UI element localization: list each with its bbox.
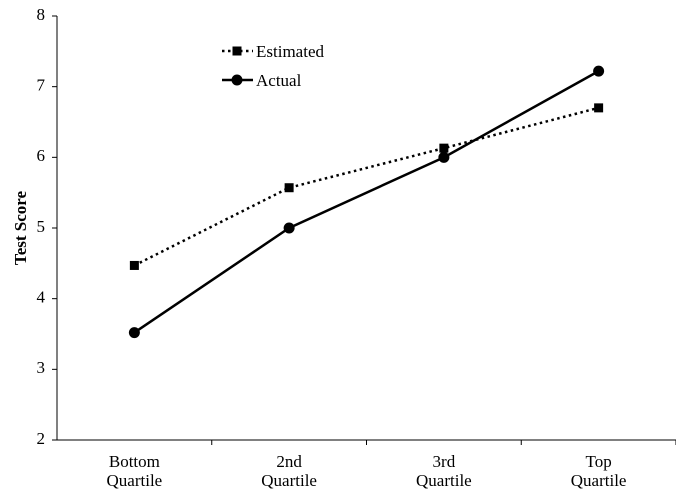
legend-actual-marker bbox=[231, 74, 243, 86]
x-axis-ticks: Bottom Quartile 2nd Quartile 3rd Quartile Top Q… bbox=[107, 440, 676, 490]
y-axis-ticks: 2 3 4 5 6 7 8 bbox=[37, 5, 57, 448]
series-layer bbox=[128, 65, 605, 339]
y-tick-label: 7 bbox=[37, 76, 46, 95]
y-tick-label: 6 bbox=[37, 146, 46, 165]
y-tick-label: 3 bbox=[37, 358, 46, 377]
x-category-label: 3rd Quartile bbox=[416, 452, 472, 490]
x-category-label: Bottom Quartile bbox=[107, 452, 163, 490]
data-point-estimated bbox=[439, 143, 449, 153]
data-point-estimated bbox=[284, 183, 294, 193]
legend-estimated-label: Estimated bbox=[256, 42, 324, 61]
data-point-actual bbox=[438, 151, 450, 163]
y-tick-label: 8 bbox=[37, 5, 46, 24]
data-point-actual bbox=[128, 327, 140, 339]
y-tick-label: 5 bbox=[37, 217, 46, 236]
data-point-estimated bbox=[594, 103, 604, 113]
data-point-actual bbox=[593, 65, 605, 77]
y-tick-label: 4 bbox=[37, 288, 46, 307]
legend: Estimated Actual bbox=[222, 42, 324, 90]
series-line-estimated bbox=[133, 106, 599, 267]
y-tick-label: 2 bbox=[37, 429, 46, 448]
data-point-actual bbox=[283, 222, 295, 234]
data-point-estimated bbox=[129, 260, 139, 270]
legend-actual-label: Actual bbox=[256, 71, 302, 90]
series-line-actual bbox=[133, 70, 600, 334]
x-category-label: Top Quartile bbox=[571, 452, 627, 490]
legend-estimated-marker bbox=[232, 46, 242, 56]
y-axis-title: Test Score bbox=[11, 190, 30, 265]
x-category-label: 2nd Quartile bbox=[261, 452, 317, 490]
